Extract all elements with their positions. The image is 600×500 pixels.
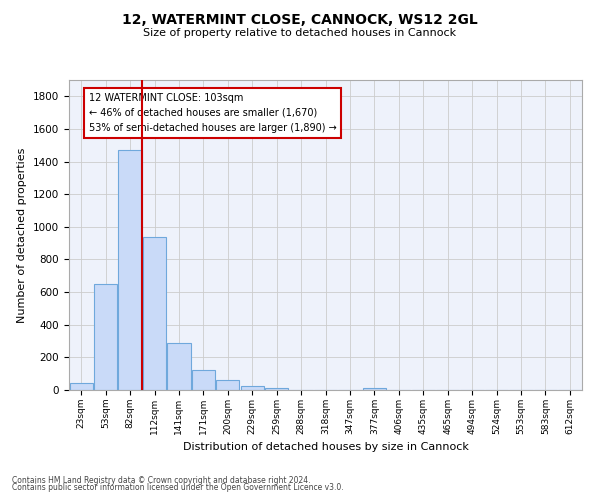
Text: Contains public sector information licensed under the Open Government Licence v3: Contains public sector information licen… (12, 484, 344, 492)
Bar (167, 342, 191, 390)
Bar (363, 388, 386, 390)
Bar (94, 284, 117, 390)
Text: Size of property relative to detached houses in Cannock: Size of property relative to detached ho… (143, 28, 457, 38)
Text: 12 WATERMINT CLOSE: 103sqm
← 46% of detached houses are smaller (1,670)
53% of s: 12 WATERMINT CLOSE: 103sqm ← 46% of deta… (89, 93, 336, 132)
Bar (143, 238, 166, 390)
Bar (241, 386, 264, 390)
Text: 12, WATERMINT CLOSE, CANNOCK, WS12 2GL: 12, WATERMINT CLOSE, CANNOCK, WS12 2GL (122, 12, 478, 26)
X-axis label: Distribution of detached houses by size in Cannock: Distribution of detached houses by size … (182, 442, 469, 452)
Text: Contains HM Land Registry data © Crown copyright and database right 2024.: Contains HM Land Registry data © Crown c… (12, 476, 311, 485)
Bar (216, 380, 239, 390)
Bar (265, 388, 288, 390)
Y-axis label: Number of detached properties: Number of detached properties (17, 148, 28, 322)
Bar (192, 370, 215, 390)
Bar (70, 384, 93, 390)
Bar (118, 150, 142, 390)
